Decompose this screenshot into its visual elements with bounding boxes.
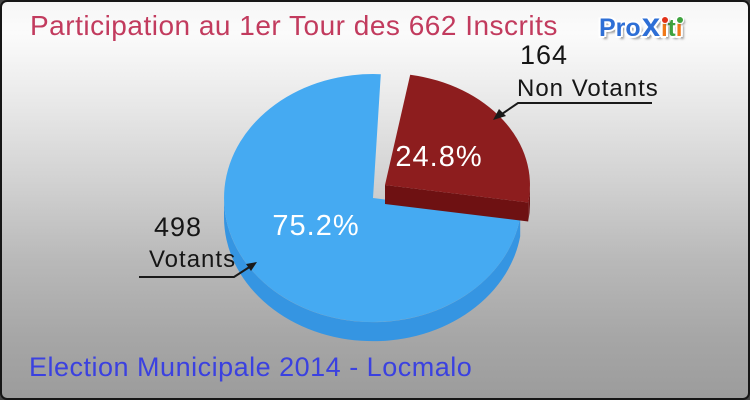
slice-votants-top	[224, 74, 521, 323]
non-votants-value-label: 164	[519, 40, 569, 70]
slice-non-votants-side-cut	[385, 185, 529, 222]
non-votants-percent-label: 24.8%	[395, 141, 483, 173]
slice-votants-side	[223, 198, 521, 342]
election-caption: Election Municipale 2014 - Locmalo	[29, 352, 473, 382]
non-votants-callout-line	[498, 102, 652, 117]
logo-text-pro: Pro	[599, 14, 641, 42]
votants-value-label: 498	[153, 212, 203, 242]
votants-callout-line	[139, 265, 252, 278]
non-votants-arrowhead	[493, 109, 506, 120]
logo-letter-i2: ı	[676, 17, 683, 41]
logo-x-glyph: x	[641, 6, 661, 43]
logo-i2-dot-green	[676, 17, 683, 23]
slice-non-votants-top	[385, 74, 530, 203]
chart-title: Participation au 1er Tour des 662 Inscri…	[30, 10, 558, 41]
logo-letter-i1: ı	[661, 15, 669, 42]
slice-non-votants-side-arc	[528, 185, 530, 222]
logo-i1-dot-red	[662, 17, 669, 23]
proxiti-logo[interactable]: Pro x ı t ı	[599, 6, 683, 43]
non-votants-name-label: Non Votants	[517, 75, 659, 102]
votants-name-label: Votants	[149, 246, 237, 273]
logo-letter-t: t	[667, 15, 676, 42]
logo-i1-stem: ı	[661, 15, 668, 42]
logo-i2-stem: ı	[675, 15, 683, 42]
votants-percent-label: 75.2%	[272, 210, 360, 242]
votants-arrowhead	[246, 262, 257, 271]
